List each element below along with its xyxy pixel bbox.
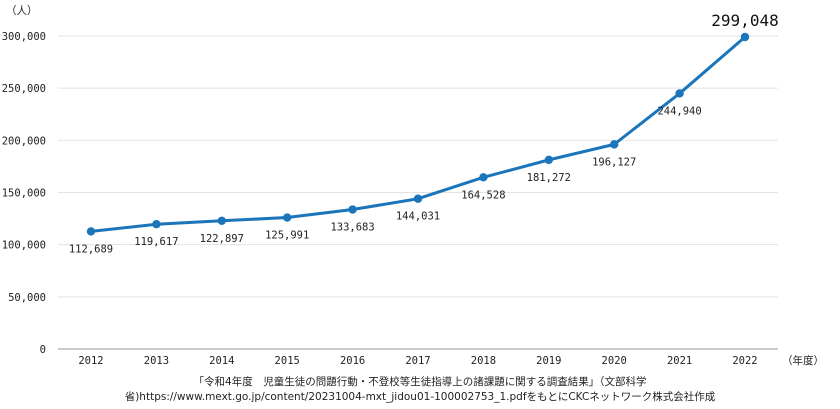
- data-point: [544, 155, 553, 165]
- data-point: [740, 32, 750, 42]
- x-tick-label: 2016: [340, 355, 365, 367]
- data-point: [152, 219, 161, 229]
- x-tick-label: 2012: [78, 355, 103, 367]
- x-tick-label: 2014: [209, 355, 234, 367]
- data-point: [610, 140, 619, 149]
- source-note-line-2: 省)https://www.mext.go.jp/content/2023100…: [124, 391, 716, 403]
- x-tick-label: 2021: [667, 355, 692, 367]
- data-label: 112,689: [69, 243, 113, 255]
- x-tick-label: 2013: [144, 355, 169, 367]
- x-axis: 2012 2013 2014 2015 2016 2017 2018 2019 2020 2021…: [78, 355, 757, 367]
- data-label: 244,940: [657, 105, 701, 117]
- y-axis: 0 50,000 100,000 150,000 200,000 250,000 300,0…: [2, 31, 46, 356]
- x-unit-label: （年度）: [782, 354, 824, 367]
- data-label: 144,031: [396, 211, 440, 223]
- data-point: [86, 227, 96, 236]
- series: [86, 32, 750, 236]
- data-label: 119,617: [134, 236, 178, 248]
- data-label: 164,528: [461, 189, 505, 201]
- data-label: 196,127: [592, 156, 636, 168]
- x-tick-label: 2017: [405, 355, 430, 367]
- x-tick-label: 2015: [275, 355, 300, 367]
- x-tick-label: 2018: [471, 355, 496, 367]
- y-tick-label: 0: [40, 344, 46, 356]
- data-point: [479, 173, 488, 182]
- x-tick-label: 2019: [536, 355, 561, 367]
- y-tick-label: 300,000: [2, 31, 46, 43]
- x-tick-label: 2020: [602, 355, 627, 367]
- data-point: [675, 89, 684, 98]
- source-note-line-1: 「令和4年度 児童生徒の問題行動・不登校等生徒指導上の諸課題に関する調査結果」（…: [193, 376, 647, 388]
- data-labels: 112,689 119,617 122,897 125,991 133,683 144,0…: [69, 11, 779, 255]
- y-tick-label: 150,000: [2, 188, 46, 200]
- data-label: 133,683: [330, 222, 374, 234]
- data-label: 122,897: [200, 233, 244, 245]
- data-label: 125,991: [265, 230, 309, 242]
- data-label: 181,272: [527, 172, 571, 184]
- y-tick-label: 100,000: [2, 240, 46, 252]
- y-tick-label: 250,000: [2, 83, 46, 95]
- data-point: [348, 205, 357, 214]
- data-label: 299,048: [711, 11, 778, 30]
- y-unit-label: （人）: [6, 5, 38, 17]
- y-tick-label: 50,000: [8, 292, 46, 304]
- data-point: [283, 213, 292, 222]
- data-point: [413, 194, 423, 203]
- data-point: [217, 216, 226, 225]
- x-tick-label: 2022: [732, 355, 757, 367]
- grid-lines: [58, 35, 778, 350]
- y-tick-label: 200,000: [2, 135, 46, 147]
